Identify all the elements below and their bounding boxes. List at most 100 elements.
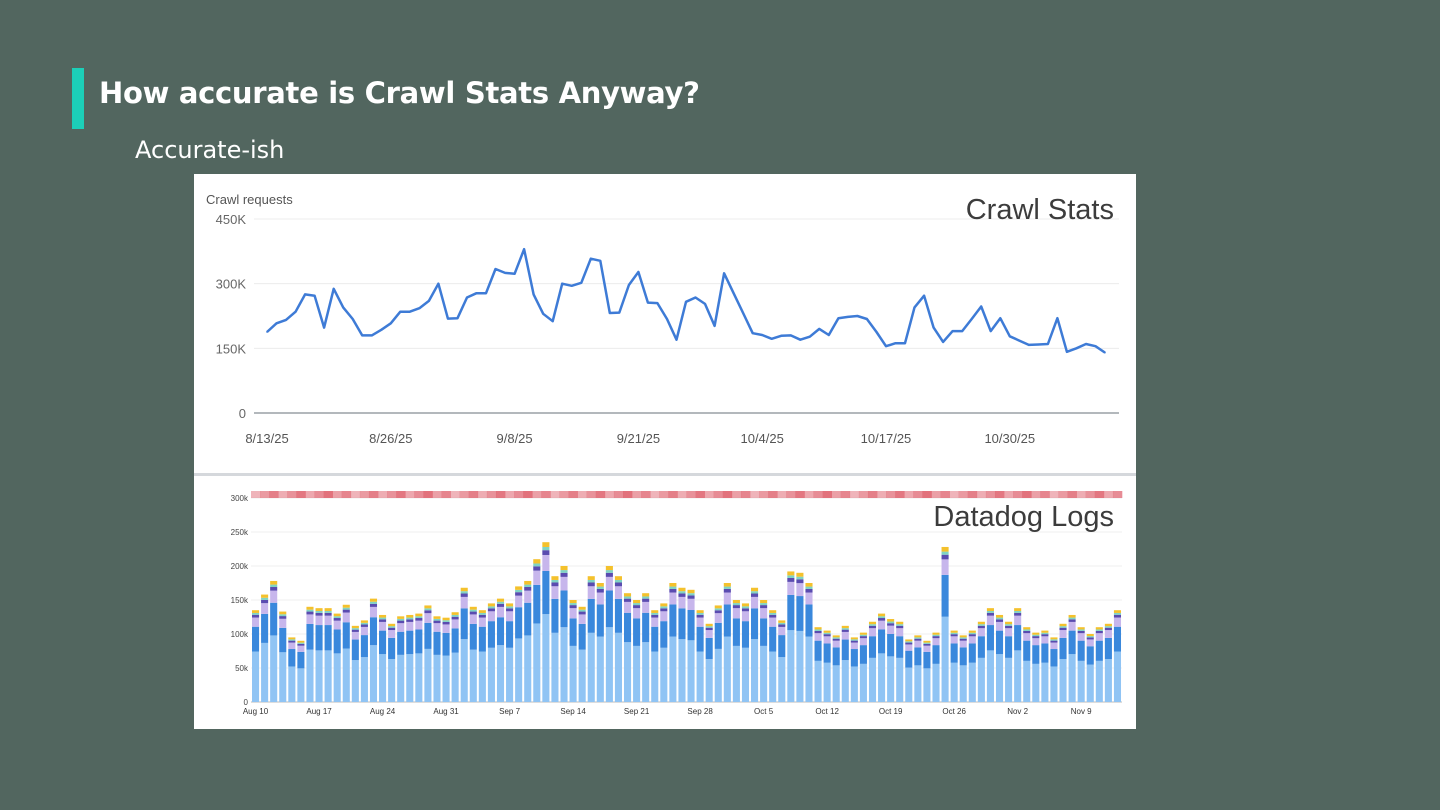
data-point bbox=[561, 282, 564, 285]
bar-segment-series-4 bbox=[379, 619, 387, 622]
bar-segment-series-5 bbox=[687, 593, 695, 596]
data-point bbox=[951, 330, 954, 332]
heat-strip-cell bbox=[523, 491, 533, 498]
data-point bbox=[1066, 350, 1068, 353]
bar-segment-series-1 bbox=[687, 640, 695, 702]
data-point bbox=[770, 338, 773, 340]
heat-strip-cell bbox=[768, 491, 778, 498]
bar-segment-series-3 bbox=[841, 631, 849, 640]
bar-segment-series-5 bbox=[1077, 629, 1085, 631]
bar-segment-series-2 bbox=[905, 650, 913, 668]
heat-strip-cell bbox=[622, 491, 633, 498]
bar-segment-series-4 bbox=[560, 572, 568, 577]
bar-segment-series-5 bbox=[751, 591, 759, 594]
bar-segment-series-6 bbox=[297, 640, 305, 643]
bar-segment-series-5 bbox=[1068, 617, 1076, 620]
x-tick-label: Nov 9 bbox=[1071, 707, 1092, 716]
x-tick-label: 10/17/25 bbox=[861, 431, 912, 446]
datadog-logs-panel: 0 50k 100k 150k 200k 250k 300k Aug 10 Aug 17 Aug … bbox=[194, 476, 1136, 729]
bar-segment-series-6 bbox=[270, 580, 278, 585]
bar-segment-series-5 bbox=[506, 606, 514, 609]
bar-segment-series-2 bbox=[832, 647, 840, 666]
x-tick-label: Nov 2 bbox=[1007, 707, 1028, 716]
bar-segment-series-3 bbox=[578, 614, 586, 624]
data-point bbox=[589, 257, 592, 260]
data-point bbox=[1056, 317, 1059, 319]
bar-segment-series-2 bbox=[986, 625, 994, 651]
bar-segment-series-6 bbox=[723, 583, 731, 587]
heat-strip-cell bbox=[1103, 491, 1114, 498]
bar-segment-series-4 bbox=[261, 599, 269, 604]
heat-strip-cell bbox=[886, 491, 896, 498]
data-point bbox=[285, 319, 287, 321]
bar-segment-series-5 bbox=[950, 632, 958, 635]
bar-segment-series-3 bbox=[388, 630, 396, 638]
bar-segment-series-3 bbox=[424, 613, 432, 623]
bar-segment-series-6 bbox=[805, 583, 813, 587]
bar-segment-series-2 bbox=[968, 643, 976, 663]
bar-segment-series-1 bbox=[1014, 650, 1022, 702]
bar-segment-series-1 bbox=[633, 645, 641, 702]
bar-segment-series-6 bbox=[696, 610, 704, 613]
heat-strip-cell bbox=[387, 491, 397, 498]
data-point bbox=[409, 310, 411, 313]
data-point bbox=[609, 312, 611, 314]
data-point bbox=[1008, 335, 1011, 338]
heat-strip-cell bbox=[686, 491, 696, 498]
bar-segment-series-2 bbox=[1068, 630, 1076, 655]
data-point bbox=[570, 285, 573, 287]
bar-segment-series-1 bbox=[315, 650, 323, 702]
bar-segment-series-4 bbox=[487, 608, 495, 612]
bar-segment-series-6 bbox=[252, 610, 260, 613]
bar-segment-series-2 bbox=[914, 647, 922, 666]
bar-segment-series-3 bbox=[451, 619, 459, 629]
bar-segment-series-2 bbox=[769, 626, 777, 652]
bar-segment-series-3 bbox=[342, 612, 350, 623]
bar-segment-series-3 bbox=[442, 624, 450, 633]
bar-segment-series-1 bbox=[714, 648, 722, 702]
bar-segment-series-6 bbox=[814, 627, 822, 630]
data-point bbox=[428, 300, 430, 302]
bar-segment-series-1 bbox=[741, 647, 750, 702]
bar-segment-series-2 bbox=[279, 627, 287, 653]
bar-segment-series-6 bbox=[406, 614, 414, 618]
bar-segment-series-4 bbox=[696, 614, 704, 618]
bar-segment-series-6 bbox=[542, 542, 550, 547]
bar-segment-series-3 bbox=[496, 606, 505, 618]
bar-segment-series-4 bbox=[986, 612, 994, 616]
data-point bbox=[904, 342, 906, 344]
data-point bbox=[1028, 344, 1030, 346]
bar-segment-series-4 bbox=[415, 618, 423, 621]
data-point bbox=[751, 332, 754, 335]
bar-segment-series-6 bbox=[932, 632, 940, 635]
bar-segment-series-2 bbox=[306, 623, 314, 650]
bar-segment-series-1 bbox=[950, 662, 958, 702]
bar-segment-series-6 bbox=[424, 605, 432, 609]
data-point bbox=[1037, 343, 1040, 346]
bar-segment-series-6 bbox=[914, 635, 922, 638]
bar-segment-series-3 bbox=[478, 617, 486, 627]
bar-segment-series-2 bbox=[560, 590, 568, 628]
heat-strip-cell bbox=[949, 491, 959, 498]
bar-segment-series-3 bbox=[669, 592, 677, 605]
bar-segment-series-2 bbox=[415, 629, 423, 654]
data-point bbox=[456, 317, 459, 319]
bar-segment-series-3 bbox=[1041, 636, 1049, 644]
bar-segment-series-1 bbox=[1059, 658, 1067, 702]
bar-segment-series-1 bbox=[442, 655, 450, 702]
bar-segment-series-1 bbox=[1005, 657, 1013, 702]
bar-segment-series-4 bbox=[623, 598, 632, 602]
bar-segment-series-5 bbox=[1032, 634, 1040, 637]
bar-segment-series-3 bbox=[515, 595, 523, 608]
data-point bbox=[313, 294, 316, 297]
bar-segment-series-3 bbox=[315, 615, 323, 626]
bar-segment-series-5 bbox=[560, 570, 568, 573]
bar-segment-series-3 bbox=[986, 615, 994, 626]
bar-segment-series-5 bbox=[524, 584, 532, 588]
bar-segment-series-2 bbox=[460, 608, 468, 640]
heat-strip-cell bbox=[550, 491, 560, 498]
x-tick-label: Oct 19 bbox=[879, 707, 903, 716]
bar-segment-series-2 bbox=[977, 636, 985, 658]
data-point bbox=[494, 268, 497, 270]
bar-segment-series-5 bbox=[796, 576, 804, 580]
